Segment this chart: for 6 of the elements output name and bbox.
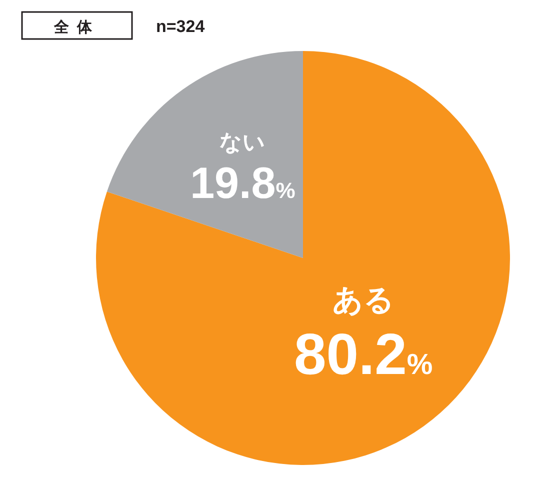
chart-subtitle: n=324: [156, 17, 206, 36]
slice-label: ある: [332, 284, 394, 318]
data-label: 80.2%: [294, 322, 433, 388]
chart-title: 全体: [53, 19, 100, 36]
data-label: 19.8%: [190, 159, 296, 208]
slice-label: ない: [220, 130, 266, 155]
